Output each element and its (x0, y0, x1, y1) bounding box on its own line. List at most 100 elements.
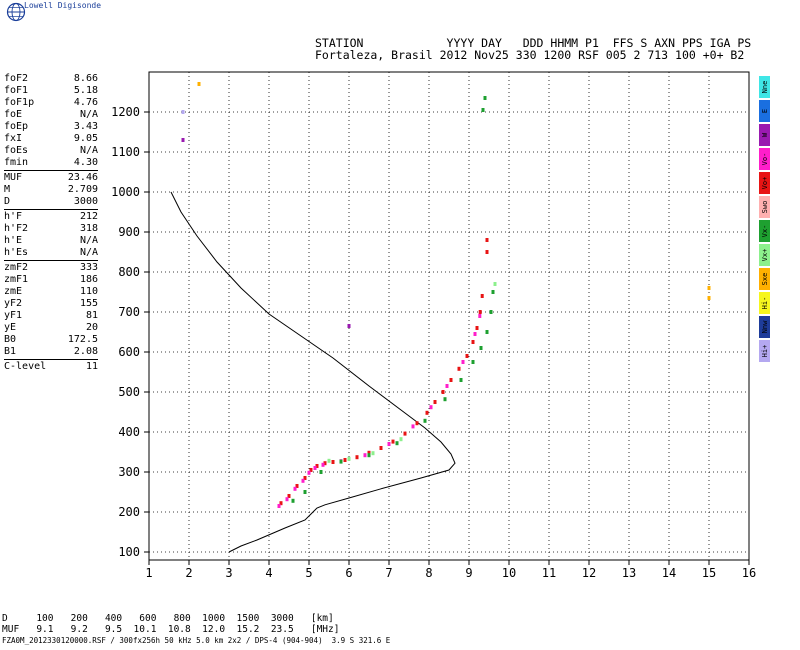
brand-name: Lowell Digisonde (24, 1, 102, 10)
params-separator (4, 170, 98, 171)
param-value: 81 (85, 310, 98, 321)
echo-trace-point (485, 330, 489, 334)
param-row: MUF 23.46 (4, 172, 98, 184)
param-row: yE 20 (4, 322, 98, 334)
echo-trace-point (441, 390, 445, 394)
echo-trace-point (429, 405, 433, 410)
y-tick-label: 600 (118, 345, 140, 359)
param-label: zmE (4, 286, 23, 297)
echo-trace-point (387, 442, 391, 446)
echo-trace-point (489, 310, 493, 314)
echo-trace-point (485, 250, 489, 254)
param-label: M (4, 184, 11, 195)
param-label: C-level (4, 361, 47, 372)
legend-item: Nnw (759, 316, 770, 338)
polarization-legend: Nne E W Vo- Vo+ Swo Vx- Vx+ Sxe Hi- Nnw Hi+ (759, 76, 770, 364)
echo-trace-point (415, 421, 419, 426)
echo-trace-point (371, 451, 375, 456)
param-value: 3.43 (73, 121, 98, 132)
echo-trace-point (395, 441, 399, 446)
echo-trace-point (480, 294, 484, 298)
param-value: 212 (79, 211, 98, 222)
param-row: zmE 110 (4, 286, 98, 298)
echo-trace-point (295, 484, 299, 488)
lowell-globe-logo (6, 2, 26, 22)
echo-trace-point (303, 476, 307, 480)
x-tick-label: 9 (465, 566, 472, 580)
echo-trace-point (355, 455, 359, 460)
echo-trace-point (491, 290, 495, 294)
param-label: yF1 (4, 310, 23, 321)
distance-row: D 100 200 400 600 800 1000 1500 3000 [km… (2, 613, 334, 624)
legend-label: Vo+ (760, 176, 769, 190)
legend-item: Vo- (759, 148, 770, 170)
x-tick-label: 12 (582, 566, 596, 580)
y-tick-label: 400 (118, 425, 140, 439)
param-row: fxI 9.05 (4, 133, 98, 145)
legend-label: Sxe (760, 272, 769, 286)
params-separator (4, 260, 98, 261)
echo-trace-point (331, 460, 335, 464)
param-value: 23.46 (67, 172, 98, 183)
param-value: 110 (79, 286, 98, 297)
x-tick-label: 5 (305, 566, 312, 580)
param-row: C-level 11 (4, 361, 98, 373)
param-row: foEp 3.43 (4, 121, 98, 133)
y-tick-label: 100 (118, 545, 140, 559)
legend-item: Vx+ (759, 244, 770, 266)
param-value: 186 (79, 274, 98, 285)
echo-trace-point (285, 497, 289, 502)
echo-trace-point (301, 478, 305, 483)
echo-trace-point (707, 286, 711, 290)
param-row: foEs N/A (4, 145, 98, 157)
muf-footer: D 100 200 400 600 800 1000 1500 3000 [km… (2, 613, 390, 646)
echo-trace-point (327, 458, 331, 463)
legend-item: Sxe (759, 268, 770, 290)
header-labels: STATION YYYY DAY DDD HHMM P1 FFS S AXN P… (315, 36, 752, 50)
echo-trace-point (323, 461, 327, 466)
param-value: 172.5 (67, 334, 98, 345)
x-tick-label: 3 (225, 566, 232, 580)
echo-trace-point (475, 326, 479, 330)
echo-trace-point (443, 397, 447, 402)
x-tick-label: 11 (542, 566, 556, 580)
param-value: 2.709 (67, 184, 98, 195)
echo-trace-point (319, 470, 323, 474)
x-tick-label: 14 (662, 566, 676, 580)
echo-trace-point (461, 360, 465, 364)
param-row: B1 2.08 (4, 346, 98, 358)
echo-trace-point (309, 468, 313, 472)
x-tick-label: 10 (502, 566, 516, 580)
param-value: 4.30 (73, 157, 98, 168)
echo-trace-point (303, 490, 307, 494)
param-label: foEs (4, 145, 29, 156)
x-tick-label: 8 (425, 566, 432, 580)
echo-trace-point (181, 110, 185, 114)
echo-trace-point (367, 453, 371, 458)
x-tick-label: 7 (385, 566, 392, 580)
y-tick-label: 300 (118, 465, 140, 479)
x-tick-label: 1 (145, 566, 152, 580)
legend-label: Nne (760, 80, 769, 94)
param-label: h'E (4, 235, 23, 246)
x-tick-label: 6 (345, 566, 352, 580)
param-row: fmin 4.30 (4, 157, 98, 169)
y-tick-label: 800 (118, 265, 140, 279)
echo-trace-point (485, 238, 489, 242)
param-row: h'F2 318 (4, 223, 98, 235)
param-value: 8.66 (73, 73, 98, 84)
legend-label: Vx+ (760, 248, 769, 262)
param-value: 4.76 (73, 97, 98, 108)
y-tick-label: 900 (118, 225, 140, 239)
plot-frame (148, 71, 750, 561)
echo-trace-point (291, 498, 295, 503)
legend-label: Vo- (760, 152, 769, 166)
legend-label: Vx- (760, 224, 769, 238)
y-tick-label: 700 (118, 305, 140, 319)
param-row: zmF1 186 (4, 274, 98, 286)
param-label: yF2 (4, 298, 23, 309)
param-value: N/A (79, 235, 98, 246)
x-tick-label: 15 (702, 566, 716, 580)
legend-label: Swo (760, 200, 769, 214)
param-value: 318 (79, 223, 98, 234)
